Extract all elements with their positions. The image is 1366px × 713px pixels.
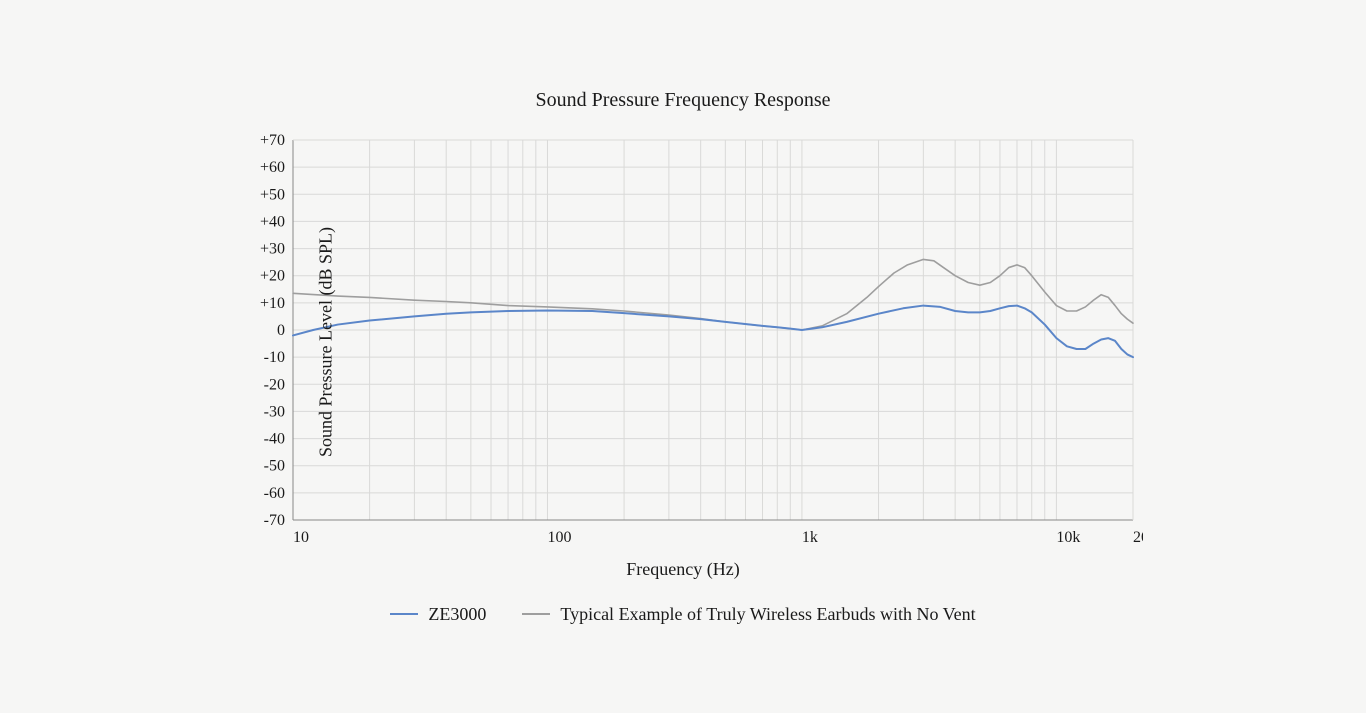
svg-text:+30: +30 — [260, 240, 285, 257]
svg-text:20k: 20k — [1133, 529, 1143, 546]
svg-text:-30: -30 — [264, 403, 285, 420]
svg-text:+50: +50 — [260, 186, 285, 203]
chart-plot-area: +70 +60 +50 +40 +30 +20 +10 0 -10 -20 -30 -40 -50 -60… — [223, 130, 1143, 555]
svg-text:10: 10 — [293, 529, 309, 546]
chart-title: Sound Pressure Frequency Response — [223, 89, 1143, 112]
svg-text:100: 100 — [547, 529, 571, 546]
svg-text:+70: +70 — [260, 132, 285, 149]
svg-text:-20: -20 — [264, 376, 285, 393]
svg-text:+10: +10 — [260, 294, 285, 311]
legend-swatch-typical — [522, 613, 550, 615]
chart-legend: ZE3000 Typical Example of Truly Wireless… — [223, 604, 1143, 625]
svg-text:-50: -50 — [264, 457, 285, 474]
svg-text:+40: +40 — [260, 213, 285, 230]
svg-text:+60: +60 — [260, 159, 285, 176]
legend-label-ze3000: ZE3000 — [428, 604, 486, 625]
svg-text:-70: -70 — [264, 512, 285, 529]
svg-text:1k: 1k — [802, 529, 818, 546]
svg-text:0: 0 — [277, 322, 285, 339]
legend-label-typical: Typical Example of Truly Wireless Earbud… — [560, 604, 975, 625]
legend-item-typical: Typical Example of Truly Wireless Earbud… — [522, 604, 975, 625]
x-axis-label: Frequency (Hz) — [223, 559, 1143, 580]
svg-text:-40: -40 — [264, 430, 285, 447]
y-axis-label: Sound Pressure Level (dB SPL) — [315, 227, 336, 457]
frequency-response-chart: Sound Pressure Frequency Response Sound … — [223, 89, 1143, 625]
legend-swatch-ze3000 — [390, 613, 418, 615]
svg-text:+20: +20 — [260, 267, 285, 284]
svg-text:-60: -60 — [264, 484, 285, 501]
svg-text:10k: 10k — [1056, 529, 1080, 546]
legend-item-ze3000: ZE3000 — [390, 604, 486, 625]
svg-text:-10: -10 — [264, 349, 285, 366]
